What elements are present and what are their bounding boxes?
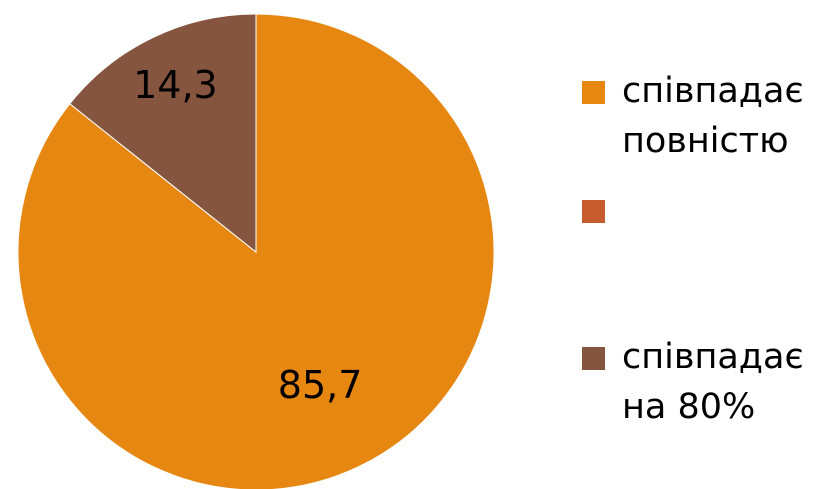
legend-swatch-fully-matches [582,81,605,104]
legend-label-matches-80: співпадає на 80% [622,337,804,427]
legend-swatch-unlabeled [582,200,605,223]
pie-data-labels: 85,7 14,3 [133,63,362,407]
slice-matches-80 [69,13,257,254]
legend-swatch-matches-80 [582,347,605,370]
data-label-matches-80: 14,3 [133,63,218,107]
data-label-fully-matches: 85,7 [278,363,363,407]
pie-slices [17,13,495,489]
legend-label-fully-matches: співпадає повністю [622,71,804,161]
